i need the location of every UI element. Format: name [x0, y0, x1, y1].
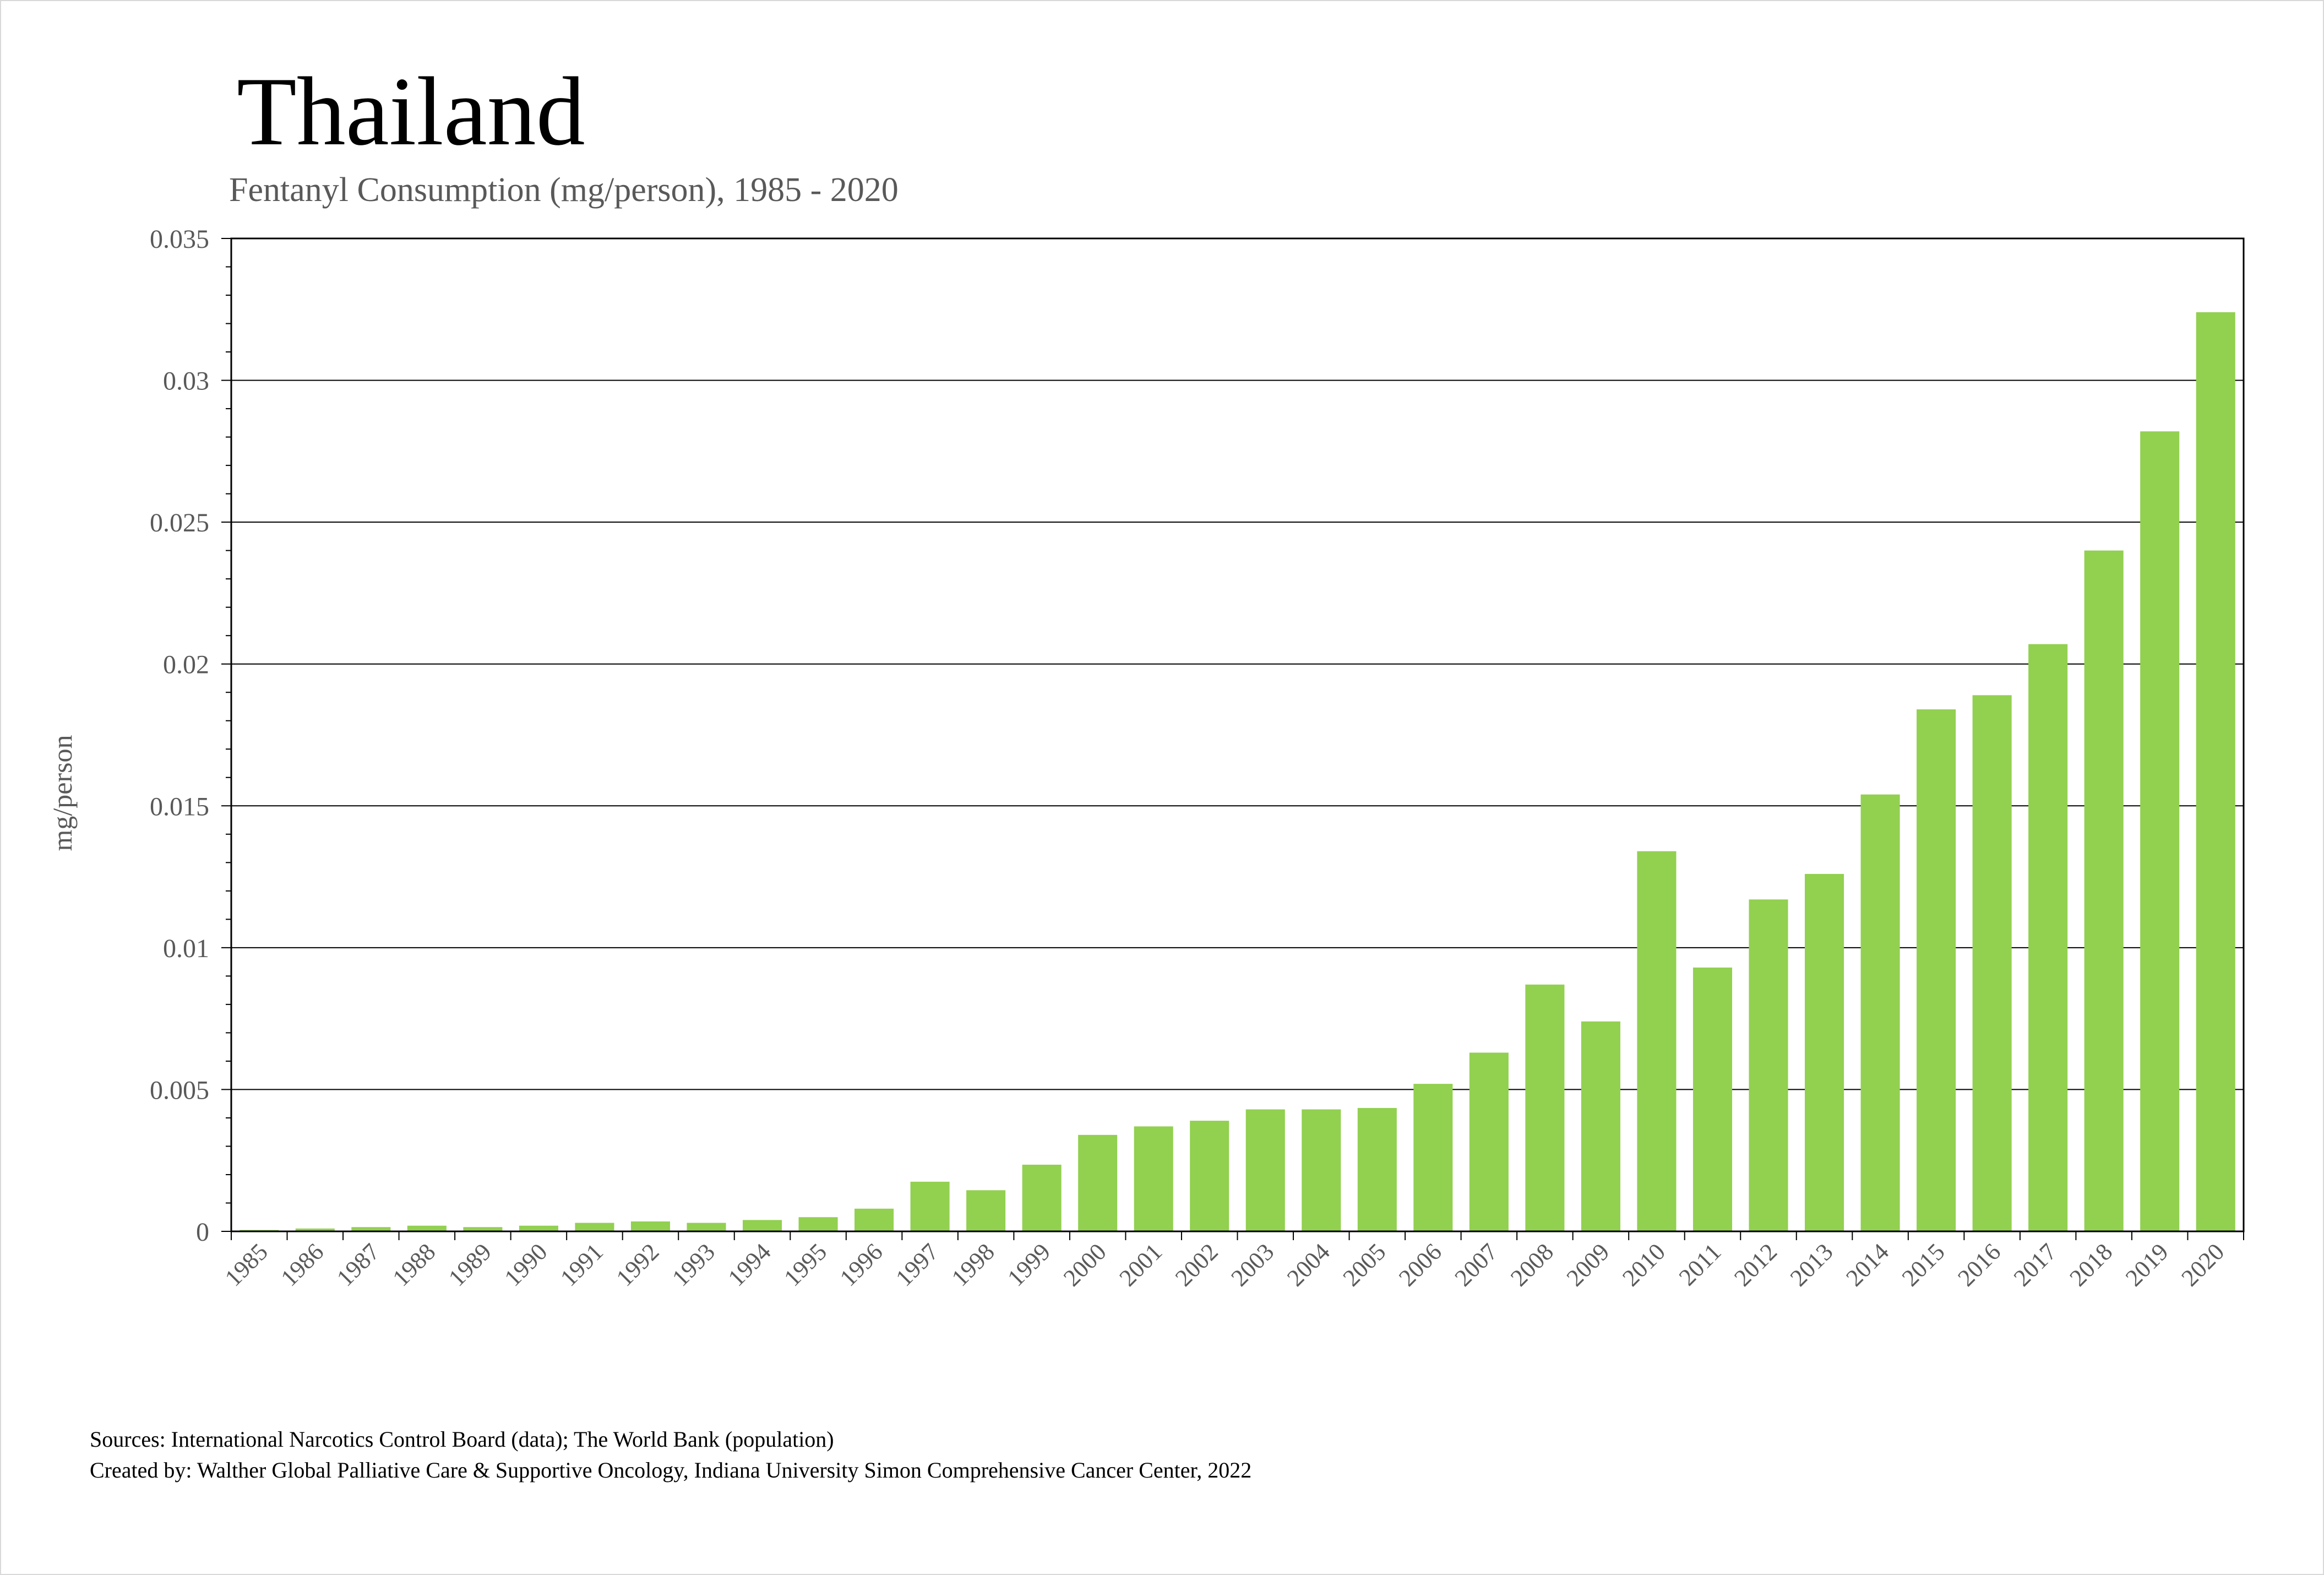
x-tick-label: 2003	[1226, 1238, 1279, 1291]
x-tick-label: 1986	[275, 1238, 329, 1291]
x-tick-label: 2000	[1058, 1238, 1112, 1291]
bar	[1692, 967, 1733, 1231]
y-tick-label: 0.005	[150, 1076, 209, 1105]
bar	[1637, 851, 1677, 1231]
chart-title: Thailand	[237, 57, 585, 166]
bar	[1357, 1107, 1397, 1231]
axes	[221, 237, 2245, 1240]
chart-subtitle: Fentanyl Consumption (mg/person), 1985 -…	[229, 171, 899, 209]
x-tick-label: 1995	[779, 1238, 832, 1291]
x-tick-label: 2019	[2120, 1238, 2174, 1291]
x-tick-label: 1998	[946, 1238, 1000, 1291]
bar	[1413, 1084, 1453, 1231]
x-tick-label: 1997	[890, 1238, 944, 1291]
x-tick-label: 2010	[1617, 1238, 1670, 1291]
y-tick-label: 0.035	[150, 225, 209, 254]
bar	[1917, 709, 1956, 1231]
bars	[240, 312, 2235, 1231]
x-tick-label: 2017	[2009, 1238, 2062, 1291]
bar	[1972, 695, 2012, 1231]
x-tick-label: 1991	[555, 1238, 608, 1291]
bar	[1245, 1109, 1285, 1231]
x-tick-label: 2008	[1505, 1238, 1559, 1291]
x-tick-label: 1999	[1002, 1238, 1055, 1291]
bar	[742, 1220, 782, 1231]
bar	[2084, 550, 2124, 1231]
bar	[855, 1208, 894, 1231]
x-tick-label: 2009	[1561, 1238, 1615, 1291]
bar	[1134, 1126, 1173, 1231]
y-axis-label: mg/person	[47, 735, 78, 851]
x-tick-label: 1994	[723, 1238, 776, 1291]
bar	[2196, 312, 2235, 1231]
bar	[1749, 899, 1788, 1231]
x-tick-label: 2011	[1674, 1238, 1727, 1291]
x-tick-label: 2014	[1841, 1238, 1894, 1291]
y-tick-label: 0.01	[163, 934, 209, 963]
x-tick-labels: 1985 1986 1987 1988 1989 1990 1991 1992 1993 1994…	[220, 1238, 2229, 1291]
x-tick-label: 1989	[443, 1238, 497, 1291]
bar	[798, 1217, 838, 1231]
bar	[910, 1181, 950, 1231]
bar	[2028, 644, 2068, 1231]
x-tick-label: 2020	[2176, 1238, 2229, 1291]
bar	[1805, 873, 1844, 1231]
x-tick-label: 2016	[1952, 1238, 2006, 1291]
bar	[351, 1227, 391, 1231]
y-tick-label: 0	[196, 1218, 209, 1247]
created-by-note: Created by: Walther Global Palliative Ca…	[90, 1458, 1251, 1482]
bar	[575, 1223, 614, 1231]
x-tick-label: 2001	[1114, 1238, 1167, 1291]
x-tick-label: 1990	[499, 1238, 553, 1291]
bar	[1190, 1121, 1229, 1231]
x-tick-label: 2002	[1170, 1238, 1223, 1291]
bar	[1022, 1164, 1062, 1231]
bar	[966, 1190, 1006, 1231]
bar	[687, 1223, 726, 1231]
y-tick-label: 0.03	[163, 367, 209, 396]
x-tick-label: 2013	[1785, 1238, 1838, 1291]
bar	[630, 1221, 670, 1231]
x-tick-label: 2005	[1338, 1238, 1391, 1291]
bar	[295, 1228, 335, 1231]
bar	[2140, 431, 2180, 1231]
x-tick-label: 2015	[1897, 1238, 1950, 1291]
bar	[1581, 1021, 1620, 1231]
y-tick-label: 0.015	[150, 792, 209, 821]
x-tick-label: 1996	[835, 1238, 888, 1291]
bar	[1525, 984, 1565, 1231]
x-tick-label: 1993	[667, 1238, 720, 1291]
x-tick-label: 1988	[388, 1238, 441, 1291]
x-tick-label: 2004	[1282, 1238, 1335, 1291]
bar	[1078, 1134, 1118, 1231]
sources-note: Sources: International Narcotics Control…	[90, 1427, 834, 1452]
bar	[1302, 1109, 1341, 1231]
x-tick-label: 2012	[1729, 1238, 1782, 1291]
y-tick-label: 0.025	[150, 508, 209, 537]
bar	[1469, 1052, 1509, 1231]
x-tick-label: 2007	[1450, 1238, 1503, 1291]
bar	[519, 1225, 558, 1231]
bar	[1860, 794, 1900, 1231]
bar	[463, 1227, 503, 1231]
y-tick-label: 0.02	[163, 650, 209, 680]
x-tick-label: 1985	[220, 1238, 273, 1291]
x-tick-label: 2006	[1394, 1238, 1447, 1291]
x-tick-label: 1992	[611, 1238, 665, 1291]
bar	[407, 1225, 447, 1231]
x-tick-label: 2018	[2064, 1238, 2118, 1291]
x-tick-label: 1987	[331, 1238, 385, 1291]
y-tick-labels: 0 0.005 0.01 0.015 0.02 0.025 0.03 0.035	[150, 225, 209, 1247]
